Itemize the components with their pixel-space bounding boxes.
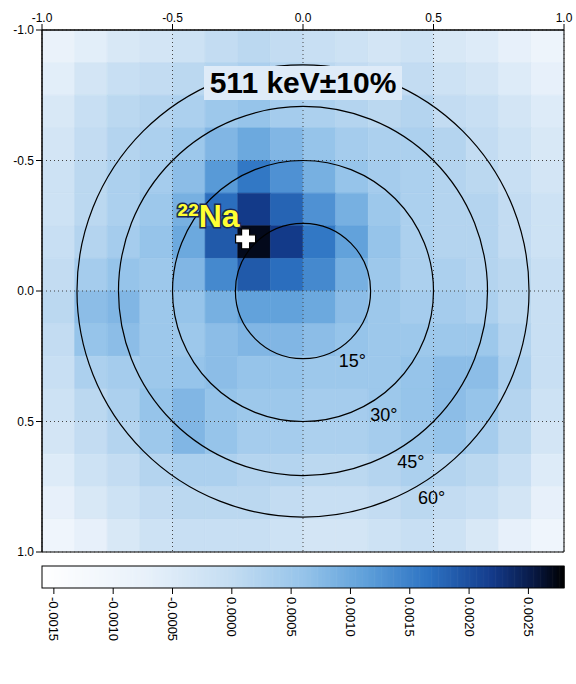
svg-text:-1.0: -1.0: [13, 23, 34, 37]
svg-text:0.5: 0.5: [425, 11, 442, 25]
svg-text:-0.5: -0.5: [162, 11, 183, 25]
svg-text:1.0: 1.0: [556, 11, 573, 25]
html-text:511 keV±10%: 511 keV±10%: [209, 66, 397, 99]
svg-text:-0.0005: -0.0005: [165, 597, 180, 641]
svg-text:0.0015: 0.0015: [402, 597, 417, 637]
svg-text:-0.5: -0.5: [13, 154, 34, 168]
svg-text:60°: 60°: [418, 488, 445, 508]
svg-text:-0.0010: -0.0010: [106, 597, 121, 641]
svg-text:-1.0: -1.0: [32, 11, 53, 25]
svg-text:0.0: 0.0: [295, 11, 312, 25]
svg-text:30°: 30°: [370, 405, 397, 425]
svg-text:0.0010: 0.0010: [343, 597, 358, 637]
svg-text:0.0025: 0.0025: [521, 597, 536, 637]
svg-text:1.0: 1.0: [17, 545, 34, 559]
svg-text:-0.0015: -0.0015: [46, 597, 61, 641]
svg-text:0.0020: 0.0020: [462, 597, 477, 637]
svg-text:45°: 45°: [397, 452, 424, 472]
svg-text:0.5: 0.5: [17, 415, 34, 429]
svg-text:0.0: 0.0: [17, 284, 34, 298]
svg-text:²²Na: ²²Na: [177, 198, 239, 234]
svg-text:0.0005: 0.0005: [284, 597, 299, 637]
svg-text:15°: 15°: [339, 351, 366, 371]
svg-text:0.0000: 0.0000: [224, 597, 239, 637]
